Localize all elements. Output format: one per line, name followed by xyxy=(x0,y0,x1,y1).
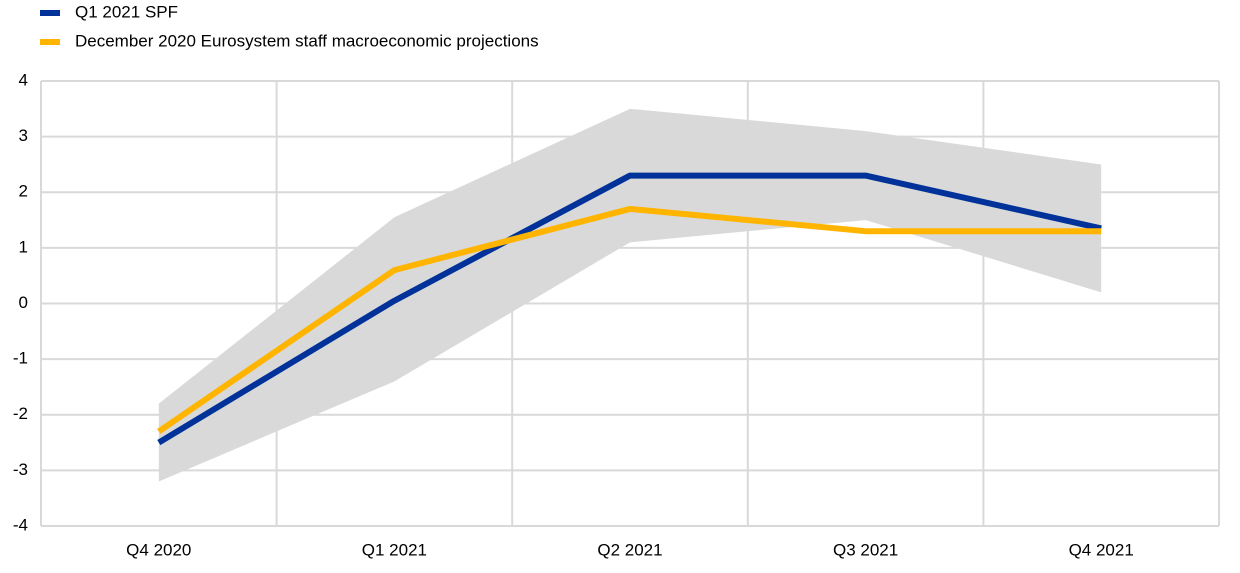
x-tick-label: Q4 2020 xyxy=(126,540,191,559)
y-tick-label: -1 xyxy=(13,349,28,368)
x-tick-label: Q4 2021 xyxy=(1069,540,1134,559)
x-tick-label: Q1 2021 xyxy=(362,540,427,559)
series-line xyxy=(157,172,1102,446)
y-tick-label: 1 xyxy=(19,237,28,256)
y-tick-label: -3 xyxy=(13,460,28,479)
y-tick-label: 4 xyxy=(19,70,28,89)
y-tick-label: -4 xyxy=(13,515,28,534)
legend-label: December 2020 Eurosystem staff macroecon… xyxy=(75,31,539,50)
range-band xyxy=(158,108,1102,482)
legend-label: Q1 2021 SPF xyxy=(75,2,178,21)
y-tick-label: 0 xyxy=(19,293,28,312)
y-tick-label: -2 xyxy=(13,404,28,423)
series-line xyxy=(157,205,1102,434)
y-tick-label: 3 xyxy=(19,126,28,145)
x-tick-label: Q2 2021 xyxy=(597,540,662,559)
legend-swatch xyxy=(40,39,60,45)
x-tick-label: Q3 2021 xyxy=(833,540,898,559)
y-tick-label: 2 xyxy=(19,182,28,201)
legend-swatch xyxy=(40,10,60,16)
